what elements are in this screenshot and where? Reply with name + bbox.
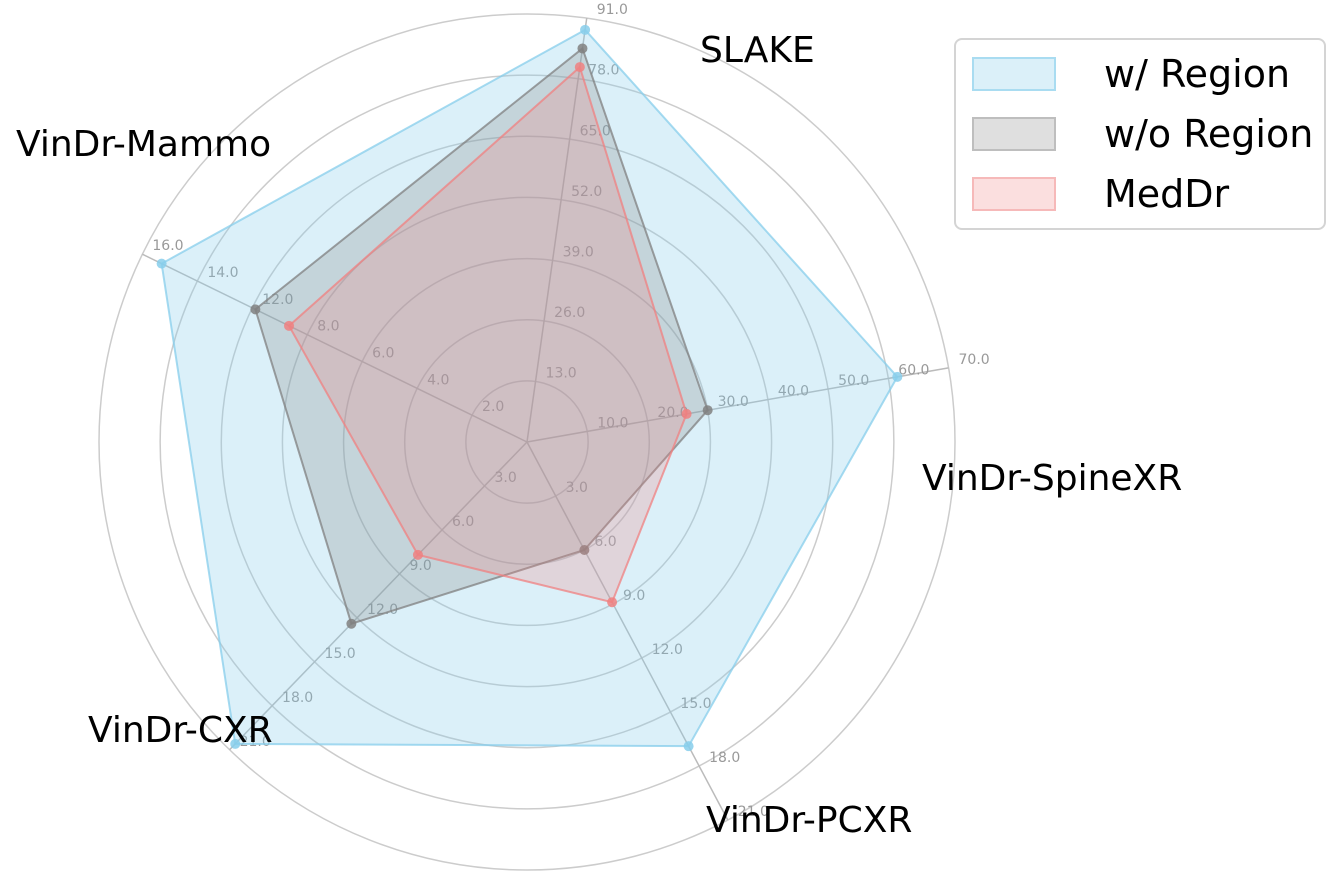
- data-point: [702, 405, 713, 416]
- tick-label: 40.0: [778, 384, 809, 400]
- series-area: [287, 65, 688, 604]
- radar-spokes: [142, 18, 949, 821]
- legend-label: MedDr: [1104, 172, 1230, 216]
- legend-swatch-wo-region: [972, 117, 1056, 151]
- tick-label: 50.0: [838, 373, 869, 389]
- data-point: [230, 738, 241, 749]
- grid-circle: [465, 380, 589, 504]
- legend: w/ Region w/o Region MedDr: [954, 38, 1326, 230]
- spoke-line: [229, 441, 528, 751]
- tick-label: 10.0: [597, 415, 628, 431]
- axis-label: VinDr-SpineXR: [922, 458, 1182, 499]
- legend-swatch-meddr: [972, 177, 1056, 211]
- tick-label: 16.0: [152, 238, 183, 254]
- spoke-line: [142, 253, 528, 443]
- tick-label: 26.0: [554, 305, 585, 321]
- legend-item-meddr: MedDr: [972, 172, 1229, 216]
- tick-label: 30.0: [718, 394, 749, 410]
- data-point: [579, 544, 590, 555]
- radar-grid: [98, 13, 956, 871]
- data-point: [284, 320, 295, 331]
- legend-label: w/ Region: [1104, 52, 1291, 96]
- spoke-line: [526, 18, 588, 443]
- grid-circle: [281, 196, 773, 688]
- tick-label: 3.0: [566, 480, 588, 496]
- tick-label: 39.0: [563, 244, 594, 260]
- tick-label: 2.0: [482, 399, 504, 415]
- data-point: [607, 597, 618, 608]
- tick-label: 6.0: [594, 534, 616, 550]
- tick-label: 9.0: [410, 558, 432, 574]
- tick-label: 12.0: [262, 292, 293, 308]
- tick-label: 4.0: [427, 372, 449, 388]
- axis-label: VinDr-CXR: [88, 710, 273, 751]
- tick-label: 12.0: [652, 642, 683, 658]
- legend-label: w/o Region: [1104, 112, 1314, 156]
- tick-label: 91.0: [597, 2, 628, 18]
- axis-label: SLAKE: [700, 30, 815, 71]
- spoke-line: [526, 441, 729, 821]
- series-area: [160, 28, 899, 748]
- tick-label: 12.0: [367, 602, 398, 618]
- tick-label: 9.0: [623, 588, 645, 604]
- grid-circle: [98, 13, 956, 871]
- tick-label: 13.0: [546, 365, 577, 381]
- tick-label: 70.0: [959, 352, 990, 368]
- axis-label: VinDr-PCXR: [706, 800, 912, 841]
- tick-label: 14.0: [207, 265, 238, 281]
- data-point: [577, 43, 588, 54]
- legend-item-wo-region: w/o Region: [972, 112, 1313, 156]
- data-point: [683, 741, 694, 752]
- tick-label: 15.0: [325, 646, 356, 662]
- tick-label: 15.0: [680, 696, 711, 712]
- tick-label: 18.0: [709, 750, 740, 766]
- tick-label: 18.0: [282, 690, 313, 706]
- grid-circle: [403, 318, 651, 566]
- tick-label: 6.0: [452, 514, 474, 530]
- axis-label: VinDr-Mammo: [16, 124, 271, 165]
- data-point: [346, 618, 357, 629]
- tick-label: 21.0: [240, 734, 271, 750]
- tick-label: 21.0: [738, 804, 769, 820]
- radar-tick-labels: 13.0 26.0 39.0 52.0 65.0 78.0 91.0 10.0 20.0 30.0…: [152, 2, 989, 820]
- spoke-line: [526, 367, 949, 443]
- data-point: [156, 258, 167, 269]
- data-point: [681, 408, 692, 419]
- tick-label: 65.0: [580, 123, 611, 139]
- grid-circle: [159, 74, 895, 810]
- data-point: [892, 371, 903, 382]
- data-point: [580, 24, 591, 35]
- tick-label: 3.0: [495, 470, 517, 486]
- legend-item-w-region: w/ Region: [972, 52, 1290, 96]
- data-point: [250, 304, 261, 315]
- tick-label: 52.0: [571, 184, 602, 200]
- tick-label: 6.0: [372, 346, 394, 362]
- tick-label: 60.0: [898, 362, 929, 378]
- grid-circle: [342, 257, 712, 627]
- legend-swatch-w-region: [972, 57, 1056, 91]
- radar-series: [156, 24, 903, 752]
- radar-axis-labels: SLAKE VinDr-SpineXR VinDr-PCXR VinDr-CXR Vin…: [16, 30, 1182, 841]
- data-point: [412, 549, 423, 560]
- tick-label: 20.0: [657, 405, 688, 421]
- tick-label: 8.0: [317, 319, 339, 335]
- data-point: [574, 62, 585, 73]
- series-area: [254, 46, 709, 625]
- tick-label: 78.0: [588, 63, 619, 79]
- grid-circle: [220, 135, 834, 749]
